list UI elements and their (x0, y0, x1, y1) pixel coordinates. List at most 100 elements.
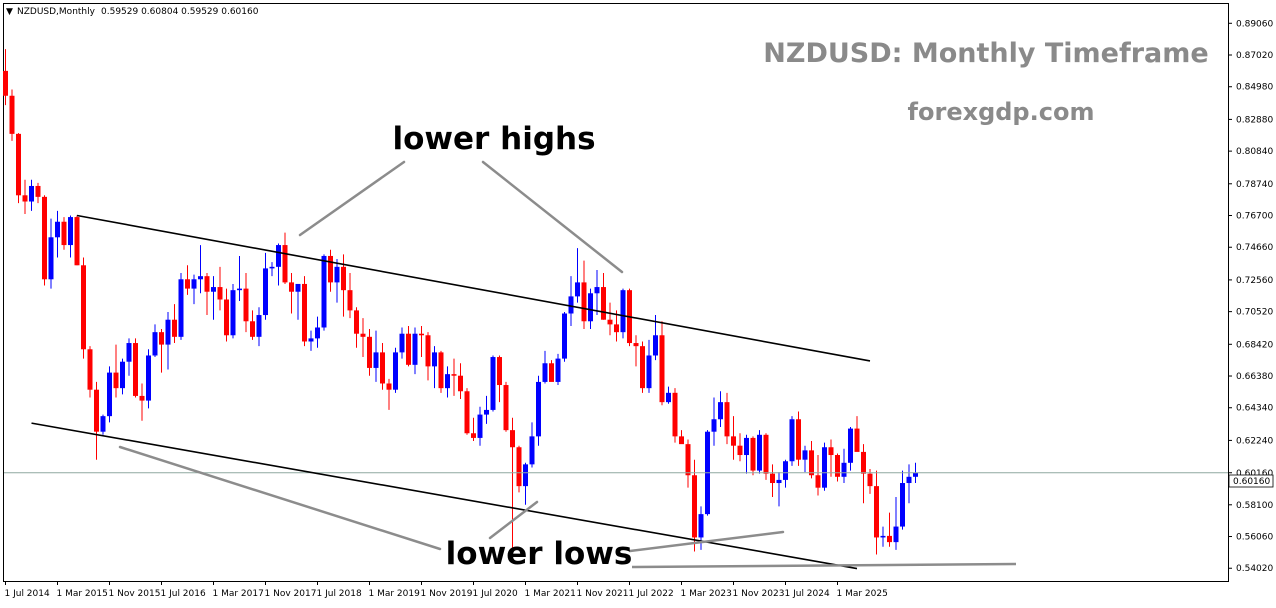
candle-body (367, 336, 372, 368)
candle-body (204, 276, 210, 292)
chart-title: NZDUSD: Monthly Timeframe (763, 38, 1208, 69)
candle (809, 441, 814, 479)
candle (328, 249, 333, 292)
candle (315, 316, 320, 348)
annotation-lower-highs: lower highs (392, 121, 595, 157)
candle-body (828, 447, 834, 456)
upper-channel-line[interactable] (76, 214, 871, 362)
candle (354, 307, 359, 348)
candle-body (393, 352, 398, 390)
candle (887, 512, 892, 547)
candle-body (731, 436, 736, 446)
candle-body (549, 363, 554, 382)
candle (243, 273, 249, 333)
candle-body (757, 434, 762, 471)
candle (536, 375, 541, 446)
candle (568, 276, 574, 326)
candle (523, 462, 528, 505)
candle (672, 388, 678, 443)
candle (204, 273, 210, 316)
candle-body (861, 451, 866, 474)
candle-body (887, 535, 892, 543)
candle (802, 445, 808, 473)
candle (29, 179, 34, 211)
y-tick-label: 0.76700 (1236, 212, 1273, 222)
candle-body (178, 279, 184, 337)
candle (191, 274, 197, 305)
candle (718, 391, 723, 428)
candle (172, 304, 177, 344)
candle-body (796, 419, 801, 460)
y-tick-label: 0.64340 (1236, 404, 1273, 414)
candle-body (555, 358, 561, 382)
candle-body (139, 395, 145, 401)
candle (22, 179, 28, 214)
x-tick-label: 1 Jul 2024 (785, 589, 830, 599)
candle (497, 355, 502, 403)
candle (373, 330, 379, 382)
y-tick-label: 0.68420 (1236, 340, 1273, 350)
candle (139, 383, 145, 421)
candle (42, 195, 47, 286)
candle-body (464, 391, 470, 434)
candle (484, 395, 489, 424)
candle (406, 325, 411, 367)
candle-body (425, 335, 431, 367)
candle (477, 406, 483, 446)
candle (776, 472, 782, 507)
candle-body (529, 436, 535, 465)
candle-body (614, 324, 619, 333)
candle (529, 422, 535, 468)
candle-body (783, 461, 788, 480)
x-tick-label: 1 Nov 2021 (577, 589, 629, 599)
candle-body (61, 221, 67, 246)
candle-body (490, 357, 496, 410)
candle (731, 416, 736, 460)
candle-body (198, 276, 203, 280)
x-tick-label: 1 Jul 2018 (317, 589, 362, 599)
candle (763, 433, 769, 480)
annotation-pointer (118, 445, 442, 551)
candle-body (211, 287, 216, 292)
candle-body (633, 343, 639, 347)
y-tick-label: 0.66380 (1236, 372, 1273, 382)
candle (607, 302, 613, 336)
candle (100, 414, 106, 435)
candle-body (152, 332, 158, 356)
current-price-box (1228, 474, 1274, 488)
candle (74, 215, 80, 266)
candle-body (770, 473, 775, 484)
candle (393, 347, 398, 393)
candle (744, 434, 749, 474)
x-tick-label: 1 Nov 2017 (265, 589, 317, 599)
chart-subtitle: forexgdp.com (908, 98, 1095, 126)
candle-body (445, 374, 450, 389)
candle-body (432, 352, 437, 367)
candle-body (822, 447, 827, 488)
candle-body (568, 296, 574, 314)
candle (55, 210, 60, 258)
candle (16, 133, 21, 204)
candle-body (22, 195, 28, 202)
candle-body (737, 445, 743, 456)
y-tick-label: 0.82880 (1236, 115, 1273, 125)
y-tick-label: 0.54020 (1236, 564, 1273, 574)
header-arrow-icon[interactable]: ▼ (6, 7, 13, 17)
candle (653, 315, 658, 361)
candle (165, 311, 171, 370)
x-tick-label: 1 Jul 2020 (473, 589, 518, 599)
candle-body (48, 237, 54, 280)
candle (321, 254, 327, 331)
candle (263, 252, 268, 320)
candle (646, 339, 652, 393)
candle (152, 324, 158, 358)
candle (542, 350, 548, 384)
x-tick-label: 1 Jul 2014 (5, 589, 50, 599)
y-tick-label: 0.62240 (1236, 436, 1273, 446)
y-tick-label: 0.58100 (1236, 501, 1273, 511)
lower-channel-line[interactable] (31, 422, 858, 570)
candle-body (289, 282, 294, 292)
candle-body (16, 133, 21, 196)
